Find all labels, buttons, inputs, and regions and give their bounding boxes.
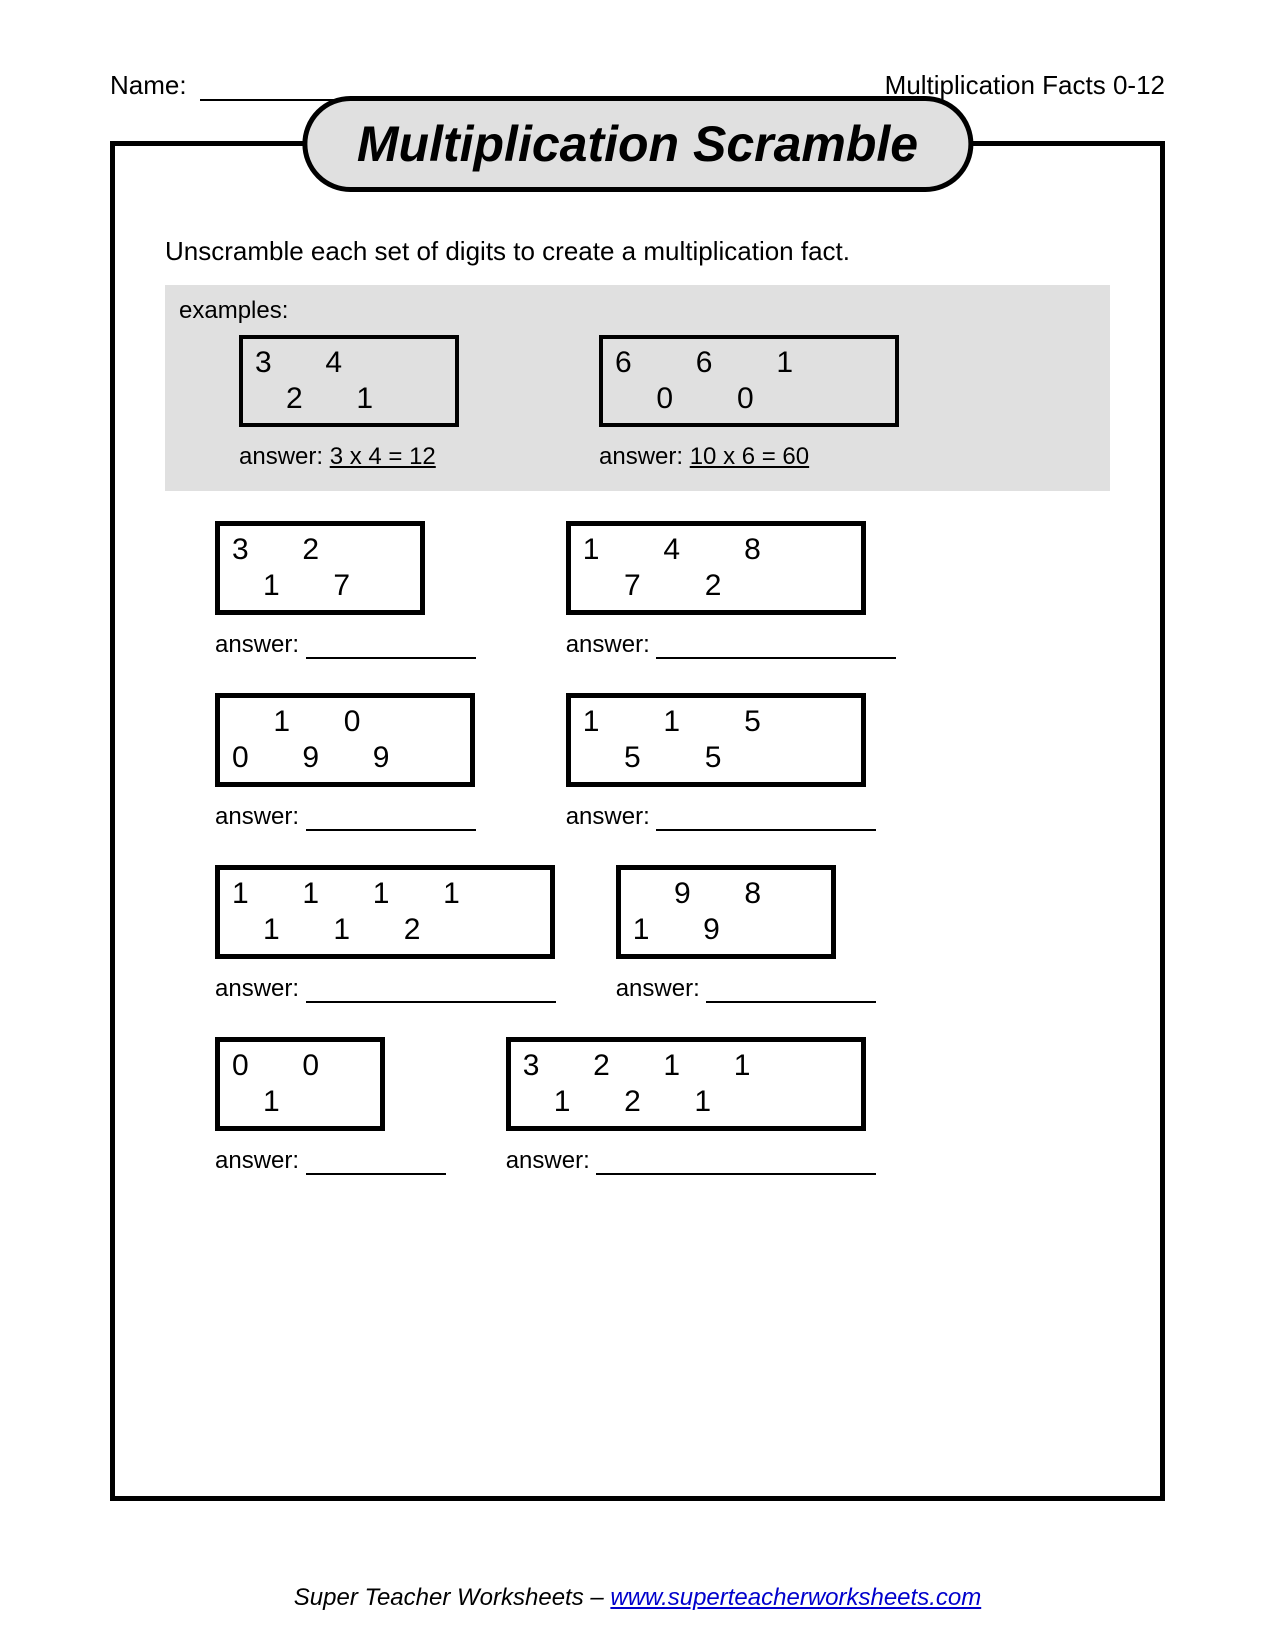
digit-row: 1 2 1 — [523, 1084, 849, 1120]
answer-line: answer: — [215, 631, 476, 659]
examples-label: examples: — [179, 297, 1096, 325]
digit-row: 0 0 — [615, 381, 883, 417]
digit-row: 1 4 8 — [583, 532, 849, 568]
answer-line: answer: 10 x 6 = 60 — [599, 443, 899, 471]
answer-label: answer: — [506, 1147, 597, 1174]
digit-row: 3 2 — [232, 532, 408, 568]
answer-line: answer: — [215, 975, 556, 1003]
problem: 3 2 1 7 answer: — [215, 521, 476, 659]
digit-row: 1 0 — [232, 704, 458, 740]
problem-row: 1 00 9 9 answer: 1 1 5 5 5 answer: — [165, 693, 1110, 831]
digit-row: 0 9 9 — [232, 740, 458, 776]
problem: 9 81 9 answer: — [616, 865, 877, 1003]
answer-label: answer: — [215, 631, 306, 658]
answer-label: answer: — [239, 443, 330, 470]
digit-row: 5 5 — [583, 740, 849, 776]
digit-box: 3 2 1 1 1 2 1 — [506, 1037, 866, 1131]
example-problem: 6 6 1 0 0 answer: 10 x 6 = 60 — [599, 335, 899, 471]
digit-box: 1 1 5 5 5 — [566, 693, 866, 787]
answer-line: answer: — [506, 1147, 877, 1175]
digit-row: 3 4 — [255, 345, 443, 381]
name-label: Name: — [110, 70, 187, 100]
digit-box: 3 2 1 7 — [215, 521, 425, 615]
digit-row: 0 0 — [232, 1048, 368, 1084]
answer-blank[interactable] — [306, 635, 476, 659]
answer-label: answer: — [566, 803, 657, 830]
problem: 1 00 9 9 answer: — [215, 693, 476, 831]
answer-value: 10 x 6 = 60 — [690, 443, 809, 470]
answer-blank[interactable] — [306, 807, 476, 831]
worksheet-title: Multiplication Scramble — [302, 96, 973, 192]
footer: Super Teacher Worksheets – www.superteac… — [0, 1584, 1275, 1612]
digit-row: 1 7 — [232, 568, 408, 604]
digit-box: 0 0 1 — [215, 1037, 385, 1131]
digit-box: 9 81 9 — [616, 865, 836, 959]
answer-label: answer: — [616, 975, 707, 1002]
digit-row: 1 1 2 — [232, 912, 538, 948]
footer-text: Super Teacher Worksheets – — [294, 1584, 611, 1611]
digit-row: 1 1 1 1 — [232, 876, 538, 912]
digit-box: 1 00 9 9 — [215, 693, 475, 787]
digit-box: 3 4 2 1 — [239, 335, 459, 427]
answer-label: answer: — [215, 803, 306, 830]
digit-row: 3 2 1 1 — [523, 1048, 849, 1084]
answer-value: 3 x 4 = 12 — [330, 443, 436, 470]
instructions: Unscramble each set of digits to create … — [165, 236, 1110, 267]
problem-row: 1 1 1 1 1 1 2 answer: 9 81 9 answer: — [165, 865, 1110, 1003]
problem-row: 3 2 1 7 answer: 1 4 8 7 2 answer: — [165, 521, 1110, 659]
answer-label: answer: — [215, 1147, 306, 1174]
answer-line: answer: — [215, 803, 476, 831]
answer-line: answer: — [215, 1147, 446, 1175]
problem: 0 0 1 answer: — [215, 1037, 446, 1175]
digit-box: 1 1 1 1 1 1 2 — [215, 865, 555, 959]
digit-box: 1 4 8 7 2 — [566, 521, 866, 615]
answer-blank[interactable] — [306, 979, 556, 1003]
digit-box: 6 6 1 0 0 — [599, 335, 899, 427]
answer-line: answer: — [616, 975, 877, 1003]
problem: 1 1 5 5 5 answer: — [566, 693, 877, 831]
answer-blank[interactable] — [306, 1151, 446, 1175]
digit-row: 9 8 — [633, 876, 819, 912]
answer-blank[interactable] — [656, 807, 876, 831]
digit-row: 1 1 5 — [583, 704, 849, 740]
answer-blank[interactable] — [706, 979, 876, 1003]
answer-label: answer: — [599, 443, 690, 470]
digit-row: 1 — [232, 1084, 368, 1120]
answer-line: answer: — [566, 803, 877, 831]
problem: 1 1 1 1 1 1 2 answer: — [215, 865, 556, 1003]
answer-label: answer: — [215, 975, 306, 1002]
digit-row: 1 9 — [633, 912, 819, 948]
problem: 3 2 1 1 1 2 1 answer: — [506, 1037, 877, 1175]
example-problem: 3 4 2 1 answer: 3 x 4 = 12 — [239, 335, 459, 471]
answer-blank[interactable] — [656, 635, 896, 659]
answer-label: answer: — [566, 631, 657, 658]
digit-row: 2 1 — [255, 381, 443, 417]
main-frame: Multiplication Scramble Unscramble each … — [110, 141, 1165, 1501]
problem-row: 0 0 1 answer: 3 2 1 1 1 2 1 answer: — [165, 1037, 1110, 1175]
digit-row: 6 6 1 — [615, 345, 883, 381]
answer-blank[interactable] — [596, 1151, 876, 1175]
answer-line: answer: 3 x 4 = 12 — [239, 443, 459, 471]
examples-section: examples: 3 4 2 1 answer: 3 x 4 = 12 6 6 1… — [165, 285, 1110, 491]
footer-link[interactable]: www.superteacherworksheets.com — [610, 1584, 981, 1611]
problem: 1 4 8 7 2 answer: — [566, 521, 897, 659]
answer-line: answer: — [566, 631, 897, 659]
digit-row: 7 2 — [583, 568, 849, 604]
